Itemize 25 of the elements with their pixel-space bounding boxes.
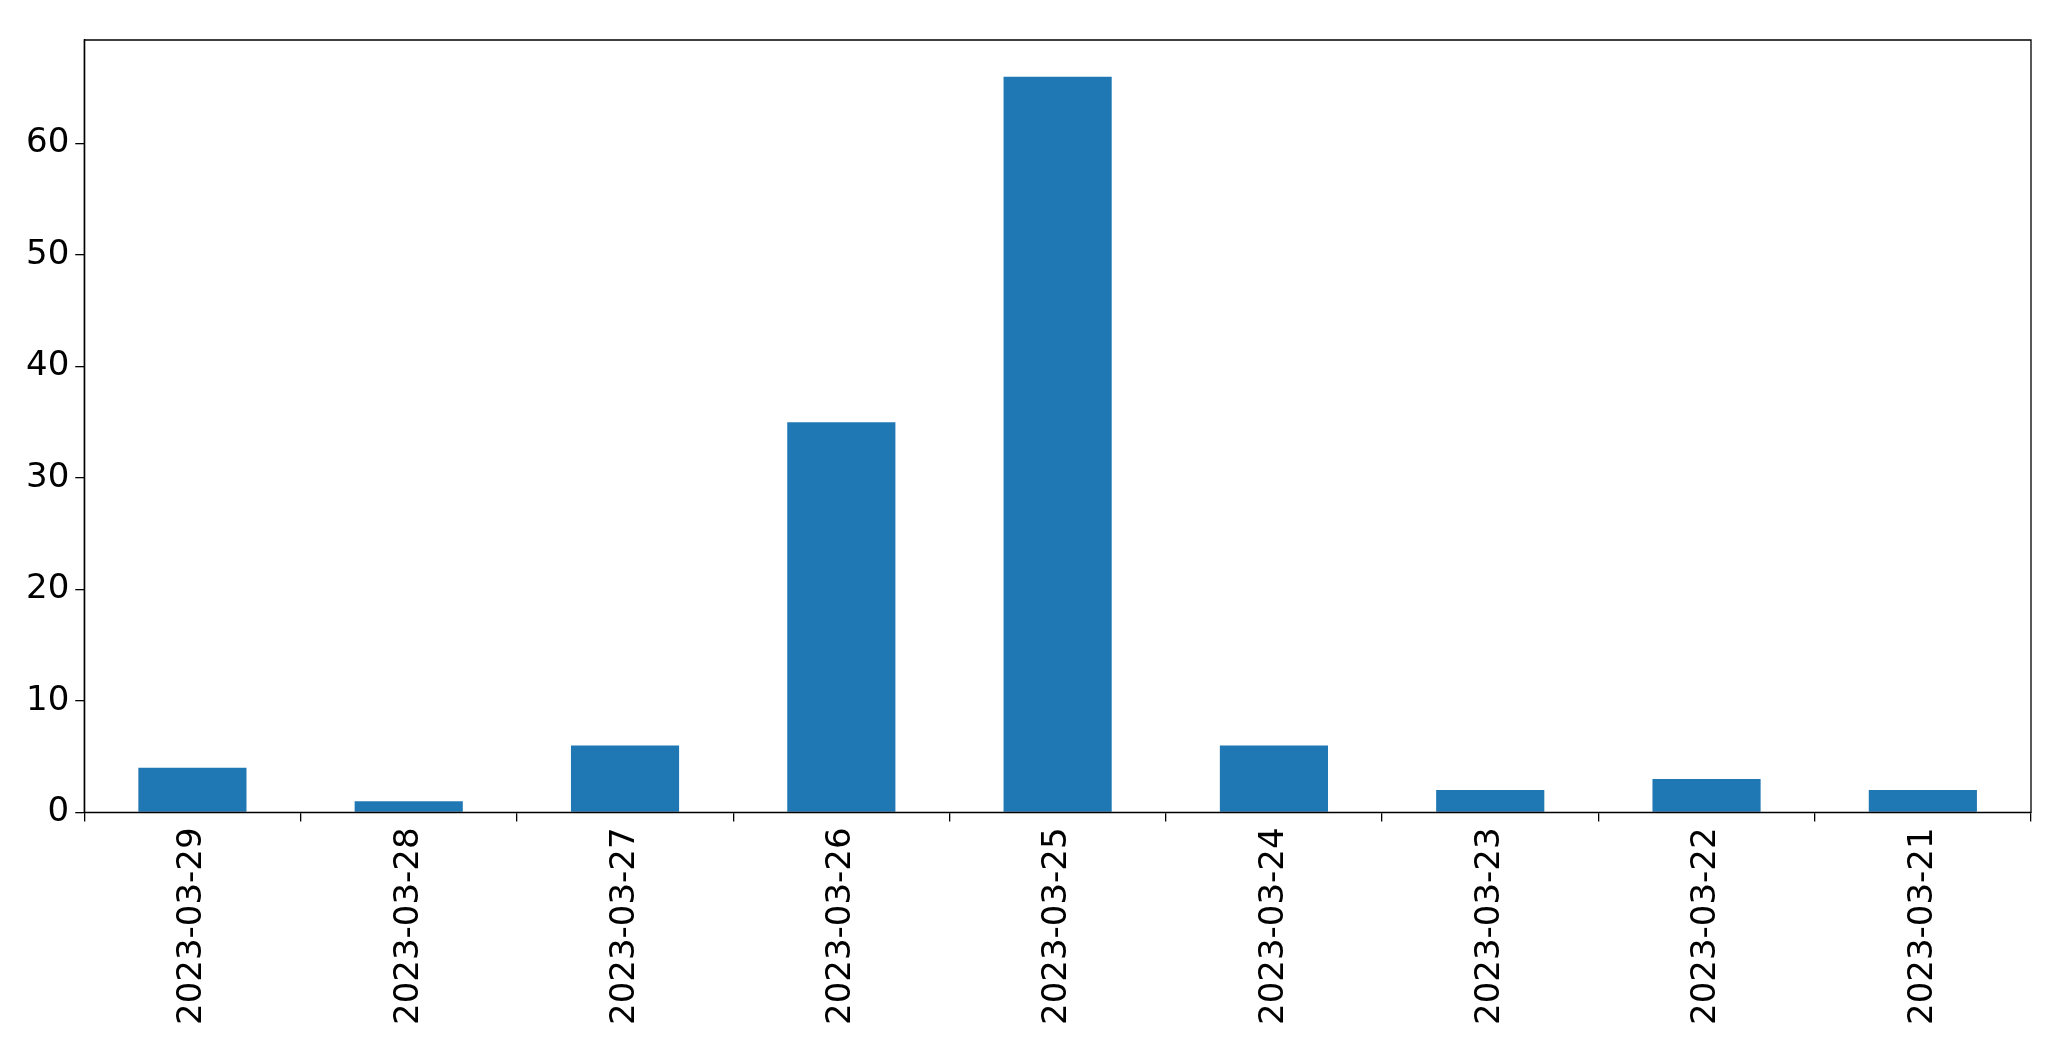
x-tick-label: 2023-03-29: [169, 827, 210, 1025]
y-tick-label: 30: [26, 454, 70, 495]
x-tick-label: 2023-03-22: [1683, 827, 1724, 1025]
x-tick-label: 2023-03-28: [385, 827, 426, 1025]
x-tick-label: 2023-03-26: [818, 827, 859, 1025]
x-tick-label: 2023-03-27: [601, 827, 642, 1025]
x-tick-label: 2023-03-25: [1034, 827, 1075, 1025]
bar: [787, 422, 896, 812]
bar: [354, 801, 463, 812]
y-tick-label: 60: [26, 120, 70, 161]
x-tick-label: 2023-03-23: [1467, 827, 1508, 1025]
y-tick-label: 10: [26, 677, 70, 718]
bar: [1652, 778, 1761, 812]
bar: [570, 745, 680, 812]
bar: [1436, 790, 1545, 812]
bar: [1219, 745, 1329, 812]
bar: [1003, 76, 1112, 812]
y-tick-label: 0: [47, 789, 70, 830]
bar: [1868, 790, 1977, 812]
x-tick-label: 2023-03-24: [1250, 827, 1291, 1025]
y-tick-label: 40: [26, 343, 70, 384]
x-tick-label: 2023-03-21: [1899, 827, 1940, 1025]
bar: [138, 767, 247, 812]
y-tick-label: 50: [26, 231, 70, 272]
y-tick-label: 20: [26, 566, 70, 607]
